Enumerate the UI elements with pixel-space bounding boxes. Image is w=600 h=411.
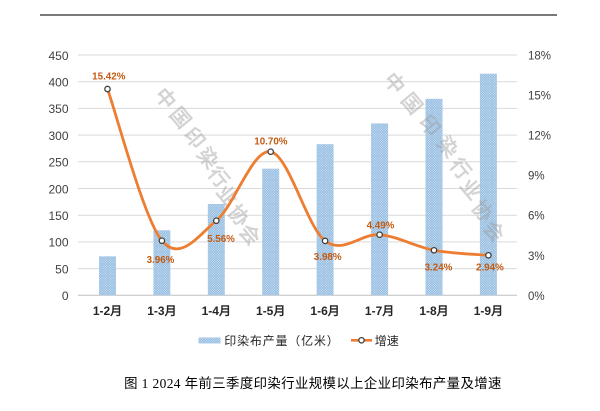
svg-text:1-8月: 1-8月 <box>419 304 448 318</box>
svg-text:0: 0 <box>62 289 69 303</box>
svg-text:10.70%: 10.70% <box>254 137 288 148</box>
svg-text:450: 450 <box>48 49 68 63</box>
svg-text:150: 150 <box>48 209 68 223</box>
svg-text:12%: 12% <box>528 131 551 143</box>
svg-text:0%: 0% <box>528 291 545 303</box>
svg-text:1-2月: 1-2月 <box>93 304 122 318</box>
svg-text:50: 50 <box>55 262 69 276</box>
svg-text:18%: 18% <box>528 51 551 63</box>
svg-text:2.94%: 2.94% <box>476 263 504 274</box>
svg-text:1-6月: 1-6月 <box>310 304 339 318</box>
svg-text:1-9月: 1-9月 <box>474 304 503 318</box>
svg-text:300: 300 <box>48 129 68 143</box>
svg-text:350: 350 <box>48 102 68 116</box>
svg-text:增速: 增速 <box>375 334 399 348</box>
svg-text:9%: 9% <box>528 171 545 183</box>
svg-text:250: 250 <box>48 156 68 170</box>
svg-text:4.49%: 4.49% <box>367 221 395 232</box>
svg-text:1-7月: 1-7月 <box>365 304 394 318</box>
svg-text:1-5月: 1-5月 <box>256 304 285 318</box>
svg-text:3.98%: 3.98% <box>314 252 342 263</box>
svg-text:15%: 15% <box>528 91 551 103</box>
svg-text:5.56%: 5.56% <box>207 234 235 245</box>
svg-text:6%: 6% <box>528 211 545 223</box>
svg-text:400: 400 <box>48 76 68 90</box>
svg-text:1-3月: 1-3月 <box>147 304 176 318</box>
svg-text:15.42%: 15.42% <box>92 72 126 83</box>
svg-text:3.96%: 3.96% <box>147 255 175 266</box>
svg-text:1-4月: 1-4月 <box>202 304 231 318</box>
svg-text:100: 100 <box>48 236 68 250</box>
svg-text:3.24%: 3.24% <box>425 263 453 274</box>
svg-text:3%: 3% <box>528 251 545 263</box>
svg-text:图 1 2024 年前三季度印染行业规模以上企业印染布产量及: 图 1 2024 年前三季度印染行业规模以上企业印染布产量及增速 <box>124 375 502 391</box>
svg-text:印染布产量（亿米）: 印染布产量（亿米） <box>224 333 339 348</box>
svg-text:200: 200 <box>48 182 68 196</box>
